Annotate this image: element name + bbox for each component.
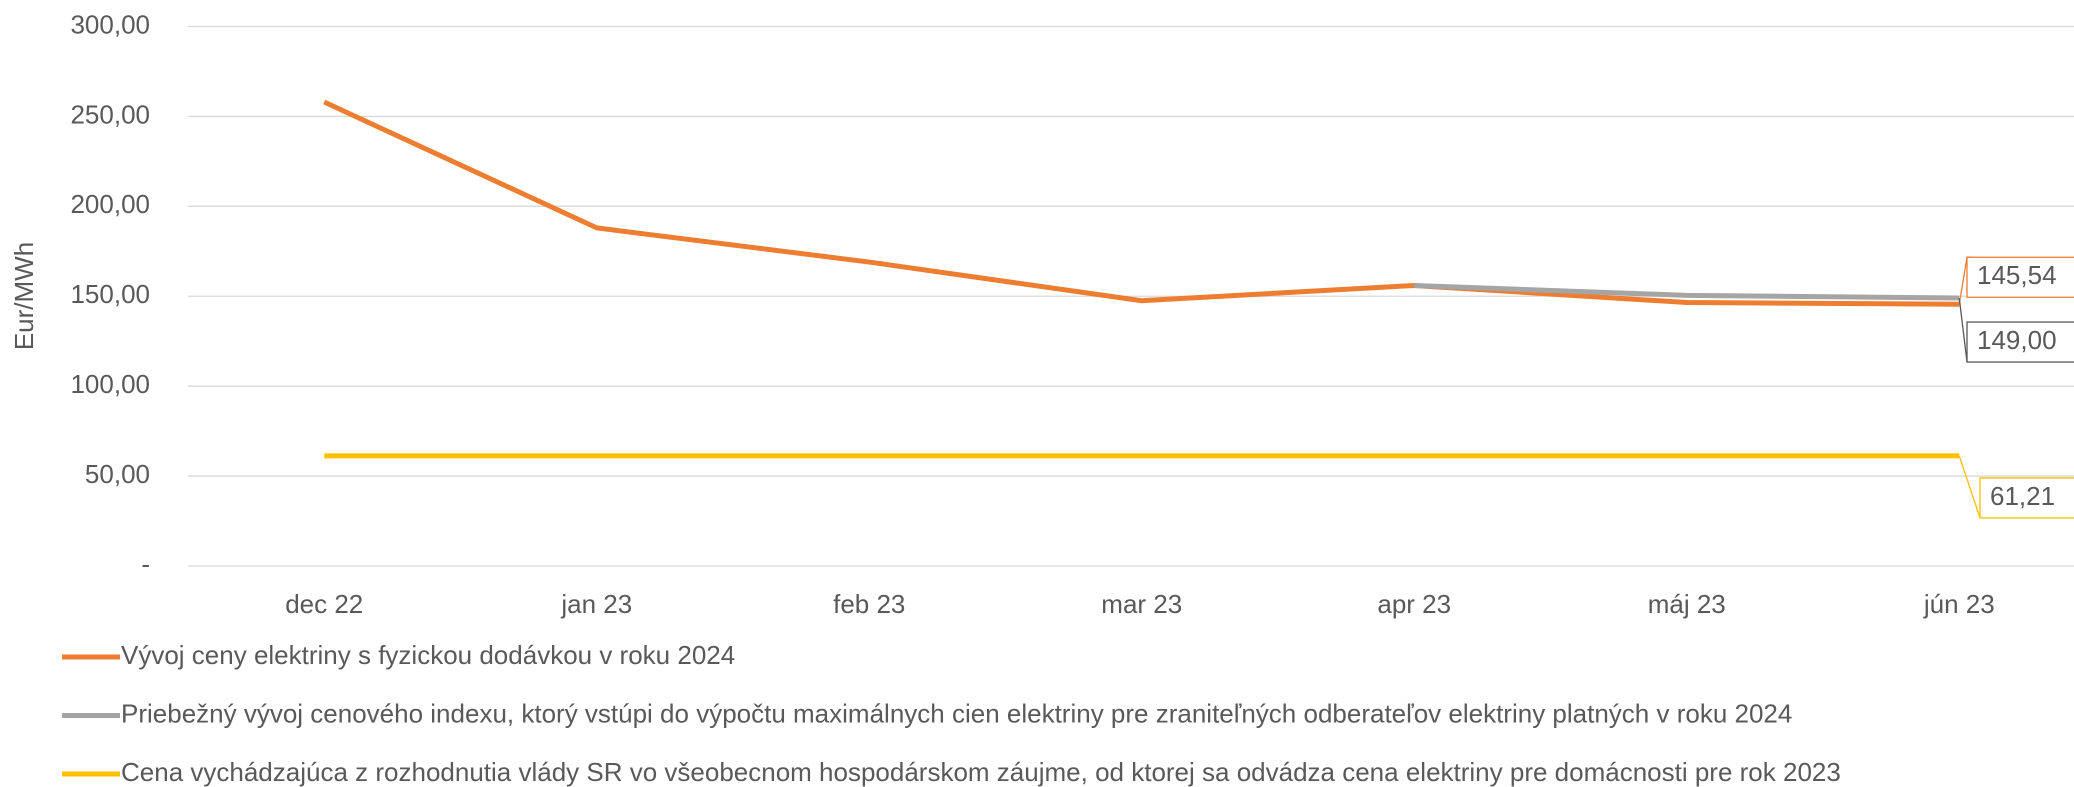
- x-tick-label: dec 22: [285, 589, 363, 619]
- y-tick-label: 250,00: [70, 99, 150, 129]
- y-axis-title: Eur/MWh: [9, 242, 39, 350]
- series-line: [1414, 282, 1960, 301]
- x-tick-label: feb 23: [833, 589, 905, 619]
- x-tick-label: máj 23: [1648, 589, 1726, 619]
- legend-label: Priebežný vývoj cenového indexu, ktorý v…: [121, 698, 1792, 728]
- label-leader: [1958, 455, 1981, 519]
- data-label: 61,21: [1990, 481, 2055, 511]
- label-leader: [1958, 297, 1968, 363]
- y-tick-label: 50,00: [85, 459, 150, 489]
- y-tick-label: 100,00: [70, 369, 150, 399]
- series-line: [323, 99, 1960, 307]
- label-box: [1966, 321, 2074, 363]
- x-tick-label: jún 23: [1923, 589, 1995, 619]
- y-tick-label: -: [141, 549, 150, 579]
- legend-label: Vývoj ceny elektriny s fyzickou dodávkou…: [121, 640, 735, 670]
- legend-label: Cena vychádzajúca z rozhodnutia vlády SR…: [121, 757, 1841, 787]
- x-tick-label: jan 23: [560, 589, 632, 619]
- x-tick-label: mar 23: [1101, 589, 1182, 619]
- x-tick-label: apr 23: [1377, 589, 1451, 619]
- data-label: 149,00: [1977, 325, 2057, 355]
- label-box: [1979, 477, 2074, 519]
- y-tick-label: 200,00: [70, 189, 150, 219]
- data-label: 145,54: [1977, 260, 2057, 290]
- y-tick-label: 150,00: [70, 279, 150, 309]
- label-box: [1966, 256, 2074, 298]
- y-tick-label: 300,00: [70, 9, 150, 39]
